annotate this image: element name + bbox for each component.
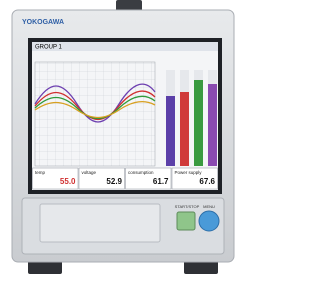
panel-label: temp xyxy=(35,170,46,175)
button-label: MENU xyxy=(203,204,215,209)
menu-button[interactable] xyxy=(199,211,219,231)
panel-value: 52.9 xyxy=(106,177,122,186)
panel-label: consumption xyxy=(128,170,154,175)
bar-fill xyxy=(208,84,217,166)
group-label: GROUP 1 xyxy=(35,45,63,51)
start-stop-button[interactable] xyxy=(177,212,195,230)
brand: YOKOGAWA xyxy=(22,19,64,26)
bar-fill xyxy=(180,92,189,166)
media-door xyxy=(40,204,160,242)
panel-label: Power supply xyxy=(175,170,203,175)
trend-area xyxy=(35,62,155,166)
button-label: START/STOP xyxy=(175,204,200,209)
panel-value: 61.7 xyxy=(153,177,169,186)
bar-fill xyxy=(166,96,175,166)
panel-label: voltage xyxy=(82,170,97,175)
recorder-photo: YOKOGAWA GROUP 1 temp 55.0 voltage 52.9 cons… xyxy=(0,0,243,279)
panel-value: 55.0 xyxy=(60,177,76,186)
panel-value: 67.6 xyxy=(199,177,215,186)
bar-fill xyxy=(194,80,203,166)
